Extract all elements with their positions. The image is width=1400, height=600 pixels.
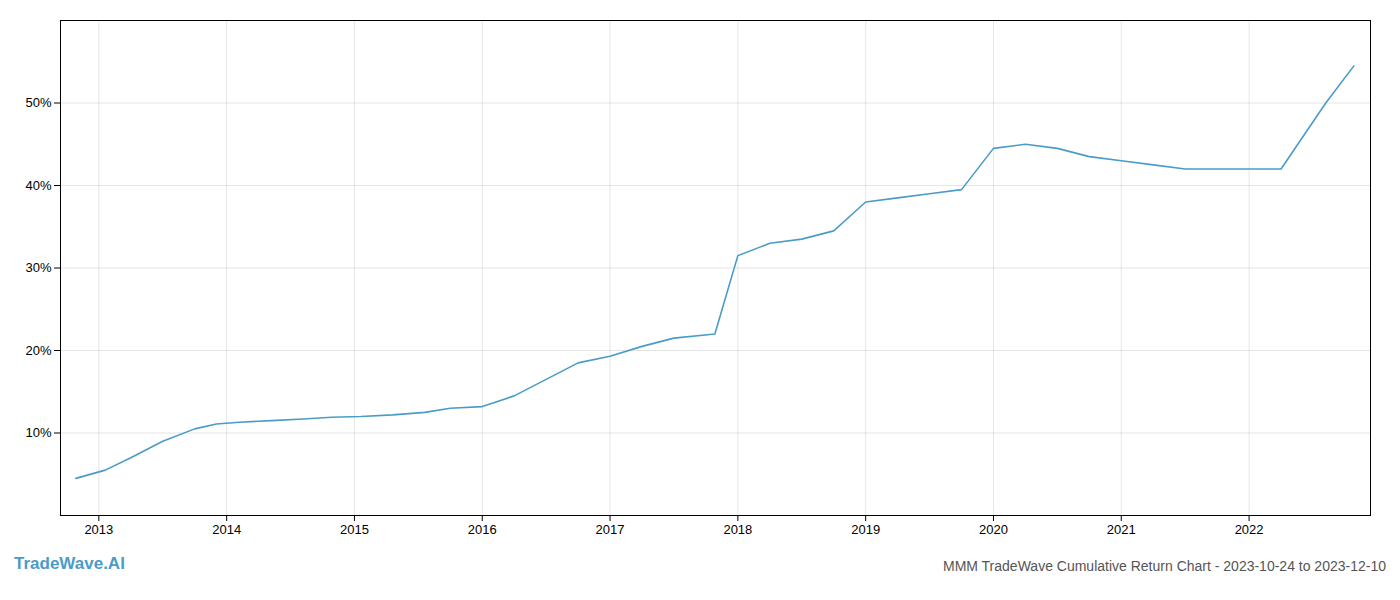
svg-text:2018: 2018: [723, 522, 752, 537]
svg-text:2014: 2014: [212, 522, 241, 537]
svg-text:30%: 30%: [25, 260, 51, 275]
svg-text:2021: 2021: [1107, 522, 1136, 537]
svg-text:40%: 40%: [25, 178, 51, 193]
svg-text:20%: 20%: [25, 343, 51, 358]
svg-text:2022: 2022: [1235, 522, 1264, 537]
svg-text:2017: 2017: [596, 522, 625, 537]
html-text:MMM TradeWave Cumulative Retur: MMM TradeWave Cumulative Return Chart - …: [943, 558, 1386, 574]
svg-text:2015: 2015: [340, 522, 369, 537]
svg-text:50%: 50%: [25, 95, 51, 110]
svg-text:2016: 2016: [468, 522, 497, 537]
svg-text:2013: 2013: [84, 522, 113, 537]
svg-text:10%: 10%: [25, 425, 51, 440]
svg-text:2019: 2019: [851, 522, 880, 537]
html-text:TradeWave.AI: TradeWave.AI: [14, 554, 125, 573]
svg-text:2020: 2020: [979, 522, 1008, 537]
